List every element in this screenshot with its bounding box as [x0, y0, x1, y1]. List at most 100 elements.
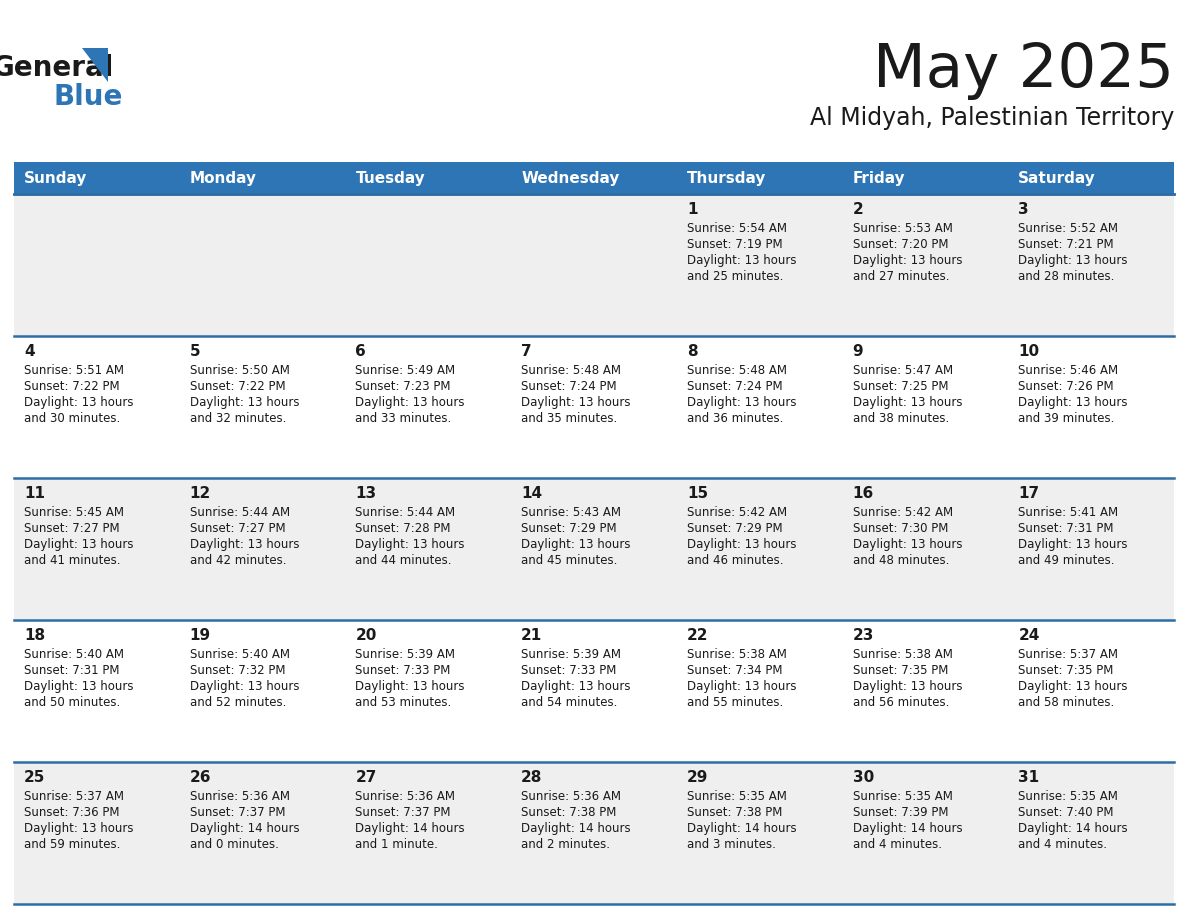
Text: Daylight: 13 hours: Daylight: 13 hours [522, 538, 631, 551]
Text: Sunrise: 5:46 AM: Sunrise: 5:46 AM [1018, 364, 1118, 377]
Text: Sunrise: 5:36 AM: Sunrise: 5:36 AM [190, 790, 290, 803]
Text: 4: 4 [24, 344, 34, 359]
Text: Daylight: 13 hours: Daylight: 13 hours [853, 680, 962, 693]
Text: Monday: Monday [190, 171, 257, 185]
Text: 21: 21 [522, 628, 543, 643]
Text: 9: 9 [853, 344, 864, 359]
Bar [179, 162, 346, 194]
Text: Sunrise: 5:39 AM: Sunrise: 5:39 AM [522, 648, 621, 661]
Text: Sunset: 7:39 PM: Sunset: 7:39 PM [853, 806, 948, 819]
Text: Sunrise: 5:48 AM: Sunrise: 5:48 AM [687, 364, 786, 377]
Bar [14, 478, 1174, 620]
Bar [1009, 162, 1174, 194]
Text: Sunrise: 5:35 AM: Sunrise: 5:35 AM [687, 790, 786, 803]
Text: Sunrise: 5:47 AM: Sunrise: 5:47 AM [853, 364, 953, 377]
Text: Daylight: 14 hours: Daylight: 14 hours [522, 822, 631, 835]
Text: Daylight: 13 hours: Daylight: 13 hours [1018, 396, 1127, 409]
Text: and 59 minutes.: and 59 minutes. [24, 838, 120, 851]
Text: and 45 minutes.: and 45 minutes. [522, 554, 618, 567]
Bar [842, 162, 1009, 194]
Text: Daylight: 14 hours: Daylight: 14 hours [190, 822, 299, 835]
Text: Sunrise: 5:44 AM: Sunrise: 5:44 AM [355, 506, 455, 519]
Text: 18: 18 [24, 628, 45, 643]
Text: Sunrise: 5:44 AM: Sunrise: 5:44 AM [190, 506, 290, 519]
Text: Sunrise: 5:36 AM: Sunrise: 5:36 AM [522, 790, 621, 803]
Text: Daylight: 14 hours: Daylight: 14 hours [355, 822, 465, 835]
Text: Sunset: 7:33 PM: Sunset: 7:33 PM [522, 664, 617, 677]
Text: 5: 5 [190, 344, 201, 359]
Text: Sunset: 7:23 PM: Sunset: 7:23 PM [355, 380, 451, 393]
Text: Daylight: 13 hours: Daylight: 13 hours [522, 680, 631, 693]
Text: Sunset: 7:22 PM: Sunset: 7:22 PM [24, 380, 120, 393]
Text: and 38 minutes.: and 38 minutes. [853, 412, 949, 425]
Text: Daylight: 13 hours: Daylight: 13 hours [687, 254, 796, 267]
Text: and 58 minutes.: and 58 minutes. [1018, 696, 1114, 709]
Text: Daylight: 13 hours: Daylight: 13 hours [355, 538, 465, 551]
Bar [346, 162, 511, 194]
Text: and 27 minutes.: and 27 minutes. [853, 270, 949, 283]
Text: and 46 minutes.: and 46 minutes. [687, 554, 783, 567]
Text: Sunset: 7:27 PM: Sunset: 7:27 PM [24, 522, 120, 535]
Text: Sunset: 7:24 PM: Sunset: 7:24 PM [522, 380, 617, 393]
Text: Sunset: 7:33 PM: Sunset: 7:33 PM [355, 664, 450, 677]
Text: Sunrise: 5:51 AM: Sunrise: 5:51 AM [24, 364, 124, 377]
Text: Sunset: 7:37 PM: Sunset: 7:37 PM [190, 806, 285, 819]
Text: 29: 29 [687, 770, 708, 785]
Text: Sunrise: 5:48 AM: Sunrise: 5:48 AM [522, 364, 621, 377]
Text: Daylight: 13 hours: Daylight: 13 hours [1018, 254, 1127, 267]
Text: and 42 minutes.: and 42 minutes. [190, 554, 286, 567]
Text: 13: 13 [355, 486, 377, 501]
Text: 14: 14 [522, 486, 542, 501]
Text: 1: 1 [687, 202, 697, 217]
Text: and 4 minutes.: and 4 minutes. [1018, 838, 1107, 851]
Text: Sunset: 7:31 PM: Sunset: 7:31 PM [24, 664, 120, 677]
Text: Daylight: 13 hours: Daylight: 13 hours [190, 538, 299, 551]
Text: Sunrise: 5:49 AM: Sunrise: 5:49 AM [355, 364, 455, 377]
Text: Daylight: 13 hours: Daylight: 13 hours [1018, 680, 1127, 693]
Text: Sunset: 7:35 PM: Sunset: 7:35 PM [853, 664, 948, 677]
Text: and 1 minute.: and 1 minute. [355, 838, 438, 851]
Text: and 0 minutes.: and 0 minutes. [190, 838, 279, 851]
Text: Daylight: 13 hours: Daylight: 13 hours [355, 396, 465, 409]
Text: Sunrise: 5:36 AM: Sunrise: 5:36 AM [355, 790, 455, 803]
Text: Daylight: 13 hours: Daylight: 13 hours [687, 396, 796, 409]
Bar [14, 162, 179, 194]
Text: and 50 minutes.: and 50 minutes. [24, 696, 120, 709]
Text: 3: 3 [1018, 202, 1029, 217]
Text: 11: 11 [24, 486, 45, 501]
Text: Daylight: 13 hours: Daylight: 13 hours [1018, 538, 1127, 551]
Text: and 32 minutes.: and 32 minutes. [190, 412, 286, 425]
Text: Sunset: 7:22 PM: Sunset: 7:22 PM [190, 380, 285, 393]
Bar [14, 762, 1174, 904]
Text: and 4 minutes.: and 4 minutes. [853, 838, 942, 851]
Text: Saturday: Saturday [1018, 171, 1097, 185]
Text: 15: 15 [687, 486, 708, 501]
Text: 16: 16 [853, 486, 874, 501]
Text: Friday: Friday [853, 171, 905, 185]
Text: Daylight: 14 hours: Daylight: 14 hours [687, 822, 796, 835]
Text: Sunset: 7:40 PM: Sunset: 7:40 PM [1018, 806, 1114, 819]
Text: 2: 2 [853, 202, 864, 217]
Text: and 56 minutes.: and 56 minutes. [853, 696, 949, 709]
Text: 17: 17 [1018, 486, 1040, 501]
Text: Tuesday: Tuesday [355, 171, 425, 185]
Text: Daylight: 13 hours: Daylight: 13 hours [853, 538, 962, 551]
Bar [14, 620, 1174, 762]
Text: Sunset: 7:35 PM: Sunset: 7:35 PM [1018, 664, 1113, 677]
Text: Sunset: 7:28 PM: Sunset: 7:28 PM [355, 522, 451, 535]
Text: and 25 minutes.: and 25 minutes. [687, 270, 783, 283]
Bar [511, 162, 677, 194]
Text: May 2025: May 2025 [873, 40, 1174, 99]
Text: Daylight: 13 hours: Daylight: 13 hours [355, 680, 465, 693]
Text: Sunset: 7:24 PM: Sunset: 7:24 PM [687, 380, 783, 393]
Text: and 48 minutes.: and 48 minutes. [853, 554, 949, 567]
Text: Sunrise: 5:35 AM: Sunrise: 5:35 AM [1018, 790, 1118, 803]
Text: and 28 minutes.: and 28 minutes. [1018, 270, 1114, 283]
Text: Thursday: Thursday [687, 171, 766, 185]
Text: Daylight: 13 hours: Daylight: 13 hours [522, 396, 631, 409]
Text: Sunrise: 5:37 AM: Sunrise: 5:37 AM [24, 790, 124, 803]
Text: Sunrise: 5:53 AM: Sunrise: 5:53 AM [853, 222, 953, 235]
Text: Sunrise: 5:41 AM: Sunrise: 5:41 AM [1018, 506, 1118, 519]
Text: and 49 minutes.: and 49 minutes. [1018, 554, 1114, 567]
Text: and 53 minutes.: and 53 minutes. [355, 696, 451, 709]
